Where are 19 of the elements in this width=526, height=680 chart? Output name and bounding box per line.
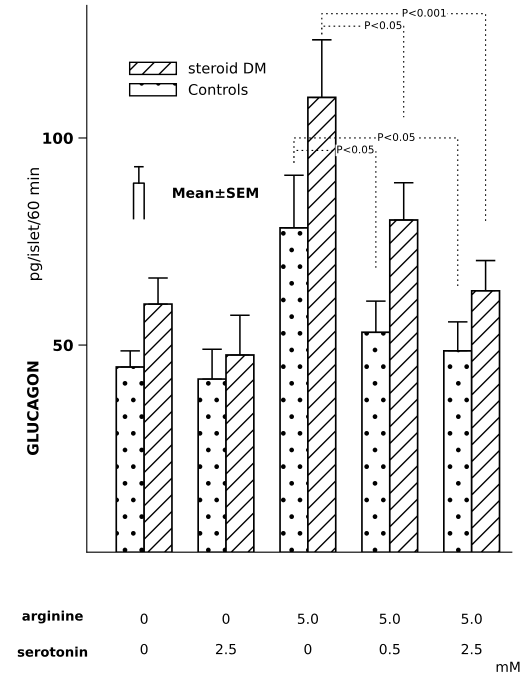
- y-tick-label: 100: [43, 132, 73, 144]
- text: GLUCAGON: [27, 362, 39, 455]
- annotation: P<0.001: [402, 8, 446, 17]
- text: serotonin: [18, 646, 88, 657]
- annotation: P<0.05: [378, 133, 415, 141]
- category-label: 0 2.5: [216, 614, 236, 654]
- text: mM: [496, 662, 520, 672]
- category-label: 0 0: [140, 614, 148, 654]
- y-axis-title: pg/islet/60 min: [27, 168, 42, 280]
- category-label: 5.0 2.5: [462, 614, 482, 654]
- annotation: Mean±SEM: [173, 188, 258, 198]
- annotation: P<0.05: [365, 21, 402, 30]
- y-tick-label: 50: [54, 340, 73, 352]
- annotation: P<0.05: [337, 146, 374, 154]
- legend-label: steroid DM: [188, 62, 266, 74]
- category-label: 5.0 0.5: [380, 614, 400, 654]
- text: arginine: [22, 610, 83, 624]
- legend-label: Controls: [188, 84, 248, 95]
- category-label: 5.0 0: [298, 614, 318, 654]
